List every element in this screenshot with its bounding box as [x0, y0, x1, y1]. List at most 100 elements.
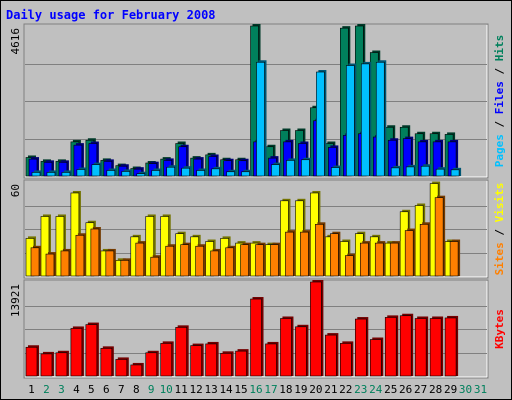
bar-pages-day-24 [375, 61, 385, 177]
bar-pages-day-1 [31, 172, 41, 177]
bar-sites-day-20 [315, 224, 324, 277]
legend-entry-sites: Sites [493, 242, 506, 275]
x-tick-label: 4 [73, 383, 80, 396]
bar-kbytes-day-8 [130, 364, 143, 377]
bar-sites-day-26 [404, 230, 414, 277]
bar-kbytes-day-21 [325, 334, 337, 377]
bar-kbytes-day-27 [414, 318, 427, 377]
y-max-label: 4616 [9, 28, 22, 55]
bar-sites-day-12 [195, 245, 204, 277]
x-tick-label: 11 [175, 383, 188, 396]
bar-pages-day-13 [211, 168, 220, 177]
x-tick-label: 21 [324, 383, 337, 396]
x-tick-label: 20 [309, 383, 322, 396]
bar-sites-day-5 [90, 228, 100, 277]
legend-entry-hits: Hits [493, 35, 506, 62]
bar-pages-day-9 [151, 170, 161, 177]
bar-kbytes-day-28 [429, 318, 442, 377]
bar-pages-day-22 [346, 65, 355, 177]
bar-kbytes-day-2 [40, 353, 53, 377]
bar-sites-day-19 [300, 231, 309, 277]
bar-pages-day-19 [301, 159, 310, 177]
bar-kbytes-day-3 [55, 352, 68, 377]
bar-kbytes-day-11 [175, 327, 187, 377]
bar-pages-day-27 [420, 165, 430, 177]
x-axis: 1 2 3 4 5 6 7 8 9 10 11 12 13 14 15 16 17 18 19 20 21 22 23 24 2… [28, 383, 487, 396]
bar-pages-day-29 [450, 169, 460, 177]
x-tick-label: 31 [474, 383, 487, 396]
bar-sites-day-25 [389, 242, 399, 277]
bar-pages-day-5 [91, 164, 101, 177]
x-tick-label: 25 [384, 383, 397, 396]
bar-sites-day-24 [374, 242, 384, 277]
bar-sites-day-28 [434, 197, 444, 277]
kbytes-panel: 13921 KBytes [9, 279, 506, 379]
x-tick-label: 2 [43, 383, 50, 396]
bar-sites-day-4 [75, 234, 85, 277]
bar-sites-day-1 [30, 247, 40, 277]
bar-kbytes-day-7 [115, 359, 128, 377]
bar-sites-day-23 [359, 242, 369, 277]
x-tick-label: 3 [58, 383, 65, 396]
bar-pages-day-4 [76, 169, 86, 177]
bar-sites-day-16 [255, 244, 264, 277]
bar-sites-day-21 [330, 233, 339, 277]
bar-pages-day-6 [106, 170, 116, 177]
x-tick-label: 5 [88, 383, 95, 396]
bar-pages-day-7 [121, 171, 131, 177]
bar-pages-day-20 [316, 71, 325, 177]
legend-separator: / [493, 114, 506, 134]
bar-sites-day-17 [270, 244, 279, 277]
bar-sites-day-15 [240, 244, 249, 277]
legend-entry-pages: Pages [493, 134, 506, 167]
series-legend: Sites / Visits [493, 183, 506, 276]
bar-kbytes-day-15 [235, 350, 247, 377]
legend-separator: / [493, 222, 506, 242]
bar-kbytes-day-1 [25, 346, 38, 377]
x-tick-label: 19 [294, 383, 307, 396]
bar-sites-day-27 [419, 224, 429, 277]
legend-separator: / [493, 61, 506, 81]
bar-sites-day-29 [449, 241, 459, 277]
legend-entry-kbytes: KBytes [493, 309, 506, 349]
bar-kbytes-day-5 [85, 324, 98, 377]
bar-pages-day-21 [331, 167, 340, 177]
y-max-label: 60 [9, 184, 22, 197]
bar-sites-day-3 [60, 250, 70, 277]
bar-kbytes-day-25 [384, 317, 397, 377]
x-tick-label: 29 [444, 383, 457, 396]
x-tick-label: 26 [399, 383, 412, 396]
bar-kbytes-day-16 [250, 298, 262, 377]
chart-title: Daily usage for February 2008 [6, 8, 216, 22]
bar-visits-day-3 [55, 216, 65, 277]
x-tick-label: 15 [234, 383, 247, 396]
bar-sites-day-10 [165, 245, 175, 277]
x-tick-label: 7 [118, 383, 125, 396]
bar-pages-day-25 [390, 167, 400, 177]
x-tick-label: 22 [339, 383, 352, 396]
legend-entry-files: Files [493, 81, 506, 114]
x-tick-label: 1 [28, 383, 35, 396]
bar-pages-day-11 [181, 167, 190, 177]
bar-pages-day-15 [241, 171, 250, 177]
bar-kbytes-day-19 [295, 326, 307, 377]
bar-sites-day-7 [120, 260, 130, 277]
bar-pages-day-2 [46, 172, 56, 177]
y-max-label: 13921 [9, 284, 22, 317]
bar-kbytes-day-13 [205, 343, 217, 377]
bar-pages-day-18 [286, 160, 295, 177]
bar-pages-day-10 [166, 166, 176, 177]
bar-kbytes-day-23 [354, 318, 367, 377]
bar-kbytes-day-10 [160, 343, 173, 377]
legend-entry-visits: Visits [493, 183, 506, 223]
bar-sites-day-8 [135, 242, 145, 277]
bar-kbytes-day-22 [340, 343, 352, 377]
bar-pages-day-14 [226, 171, 235, 177]
bar-sites-day-11 [180, 244, 189, 277]
x-tick-label: 10 [160, 383, 173, 396]
bar-sites-day-14 [225, 247, 234, 277]
bar-kbytes-day-14 [220, 353, 232, 377]
bar-sites-day-9 [150, 256, 160, 277]
x-tick-label: 24 [369, 383, 383, 396]
bar-pages-day-16 [256, 61, 265, 177]
